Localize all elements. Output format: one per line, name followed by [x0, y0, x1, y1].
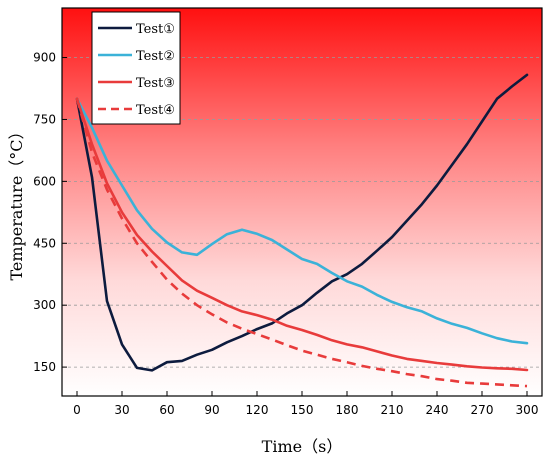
x-tick-label: 120 — [246, 403, 269, 417]
series-line-test2 — [75, 97, 529, 345]
x-tick-label: 60 — [159, 403, 174, 417]
x-tick-label: 90 — [204, 403, 219, 417]
y-tick-label: 900 — [33, 51, 56, 65]
x-tick-label: 240 — [426, 403, 449, 417]
series-line-test4 — [75, 98, 528, 388]
x-tick-label: 0 — [73, 403, 81, 417]
y-tick-label: 300 — [33, 298, 56, 312]
y-tick-label: 750 — [33, 112, 56, 126]
legend-label-test4: Test④ — [136, 103, 175, 118]
x-tick-label: 150 — [291, 403, 314, 417]
x-tick-label: 300 — [516, 403, 539, 417]
y-axis: 150 300 450 600 750 900 — [33, 51, 67, 374]
y-tick-label: 600 — [33, 174, 56, 188]
legend: Test① Test② Test③ Test④ — [91, 11, 181, 125]
legend-label-test2: Test② — [136, 49, 175, 64]
x-axis-title: Time（s） — [262, 437, 343, 456]
series-line-test1 — [75, 73, 529, 372]
y-tick-label: 150 — [33, 360, 56, 374]
legend-label-test1: Test① — [136, 22, 175, 37]
x-axis: 0 30 60 90 120 150 180 210 240 270 300 — [73, 391, 538, 417]
legend-box — [91, 11, 181, 125]
x-tick-label: 270 — [471, 403, 494, 417]
x-tick-label: 30 — [114, 403, 129, 417]
legend-label-test3: Test③ — [136, 76, 175, 91]
y-axis-title: Temperature（°C） — [7, 123, 26, 280]
y-tick-label: 450 — [33, 236, 56, 250]
series-layer — [75, 73, 529, 388]
x-tick-label: 210 — [381, 403, 404, 417]
series-line-test3 — [75, 97, 529, 372]
x-tick-label: 180 — [336, 403, 359, 417]
